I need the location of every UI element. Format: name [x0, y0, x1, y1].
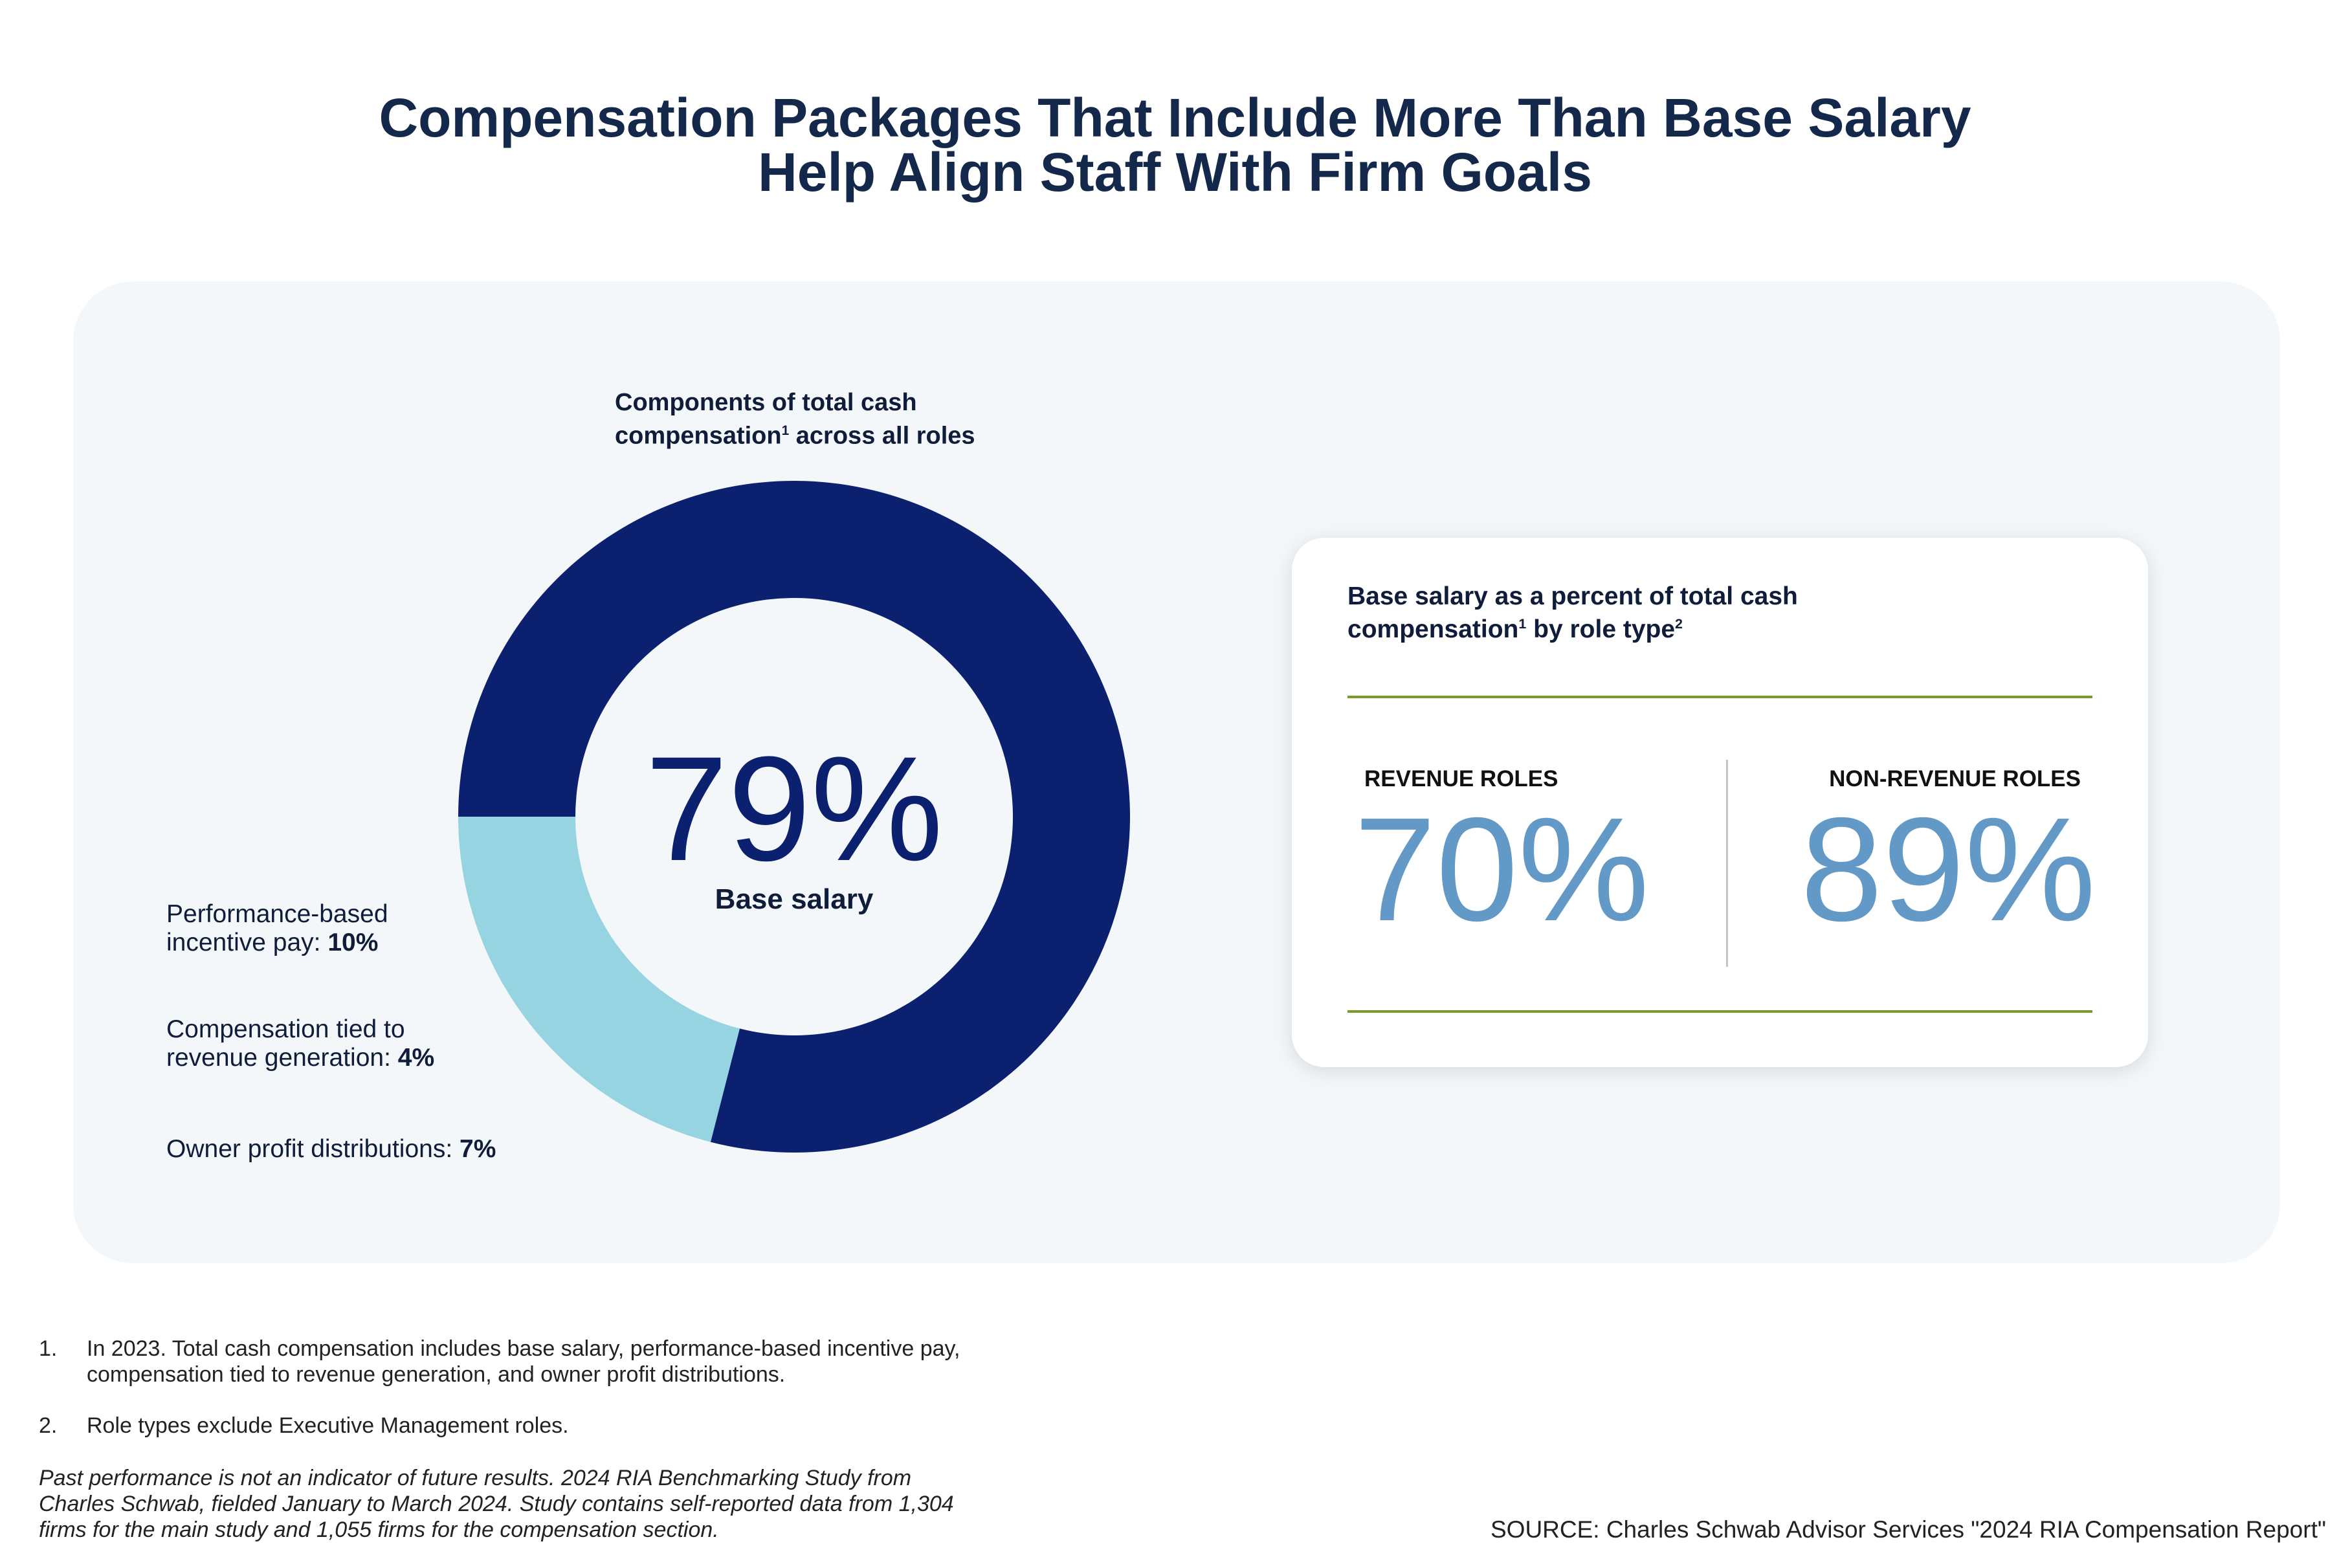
donut-title: Components of total cash compensation1 a… [615, 388, 975, 450]
title-line-2: Help Align Staff With Firm Goals [758, 142, 1592, 203]
footnote-2: Role types exclude Executive Management … [87, 1413, 569, 1438]
label-text: revenue generation: [166, 1044, 398, 1072]
label-value: 7% [460, 1135, 496, 1163]
donut-center-label: Base salary [715, 883, 874, 915]
nonrevenue-roles-label: NON-REVENUE ROLES [1829, 766, 2081, 791]
donut-center-value: 79% [645, 725, 944, 892]
donut-slice-other [458, 817, 740, 1142]
bottom-divider-line [1347, 1010, 2092, 1013]
page-title: Compensation Packages That Include More … [0, 91, 2350, 199]
card-title-line-1: Base salary as a percent of total cash [1347, 582, 1798, 610]
title-line-1: Compensation Packages That Include More … [379, 87, 1971, 148]
label-text: Owner profit distributions: [166, 1135, 460, 1163]
label-revenue-generation: Compensation tied to revenue generation:… [166, 1015, 434, 1072]
label-text: incentive pay: [166, 929, 328, 956]
footnote-1: In 2023. Total cash compensation include… [87, 1336, 960, 1387]
footnote-2-number: 2. [39, 1413, 58, 1438]
footnote-ref: 1 [781, 423, 790, 438]
disclaimer-text: firms for the main study and 1,055 firms… [39, 1518, 719, 1542]
label-performance-incentive: Performance-based incentive pay: 10% [166, 900, 388, 957]
card-title-text: compensation [1347, 615, 1519, 643]
label-value: 10% [327, 929, 379, 956]
label-owner-profit: Owner profit distributions: 7% [166, 1135, 496, 1164]
footnote-ref: 1 [1518, 616, 1527, 632]
donut-title-line-1: Components of total cash [615, 389, 917, 416]
top-divider-line [1347, 696, 2092, 698]
donut-title-text: across all roles [789, 422, 975, 450]
footnote-1-number: 1. [39, 1336, 58, 1361]
donut-title-text: compensation [615, 422, 782, 450]
disclaimer-text: Past performance is not an indicator of … [39, 1466, 912, 1490]
source-note: SOURCE: Charles Schwab Advisor Services … [1490, 1516, 2326, 1543]
role-type-card [1292, 538, 2148, 1067]
revenue-roles-label: REVENUE ROLES [1364, 766, 1558, 791]
revenue-roles-value: 70% [1354, 788, 1650, 952]
nonrevenue-roles-value: 89% [1801, 788, 2096, 952]
card-title-text: by role type [1526, 615, 1676, 643]
disclaimer-text: Charles Schwab, fielded January to March… [39, 1492, 954, 1516]
footnote-text: In 2023. Total cash compensation include… [87, 1336, 960, 1361]
label-text: Performance-based [166, 900, 388, 928]
card-title-line-2: compensation1 by role type2 [1347, 610, 1798, 643]
disclaimer: Past performance is not an indicator of … [39, 1465, 954, 1543]
donut-title-line-2: compensation1 across all roles [615, 417, 975, 450]
label-text: Compensation tied to [166, 1015, 405, 1043]
card-title: Base salary as a percent of total cash c… [1347, 582, 1798, 643]
donut-slice-base-salary [458, 481, 1130, 1153]
footnote-ref: 2 [1675, 616, 1683, 632]
footnote-text: compensation tied to revenue generation,… [87, 1362, 786, 1387]
label-value: 4% [397, 1044, 435, 1072]
vertical-divider [1726, 760, 1728, 967]
